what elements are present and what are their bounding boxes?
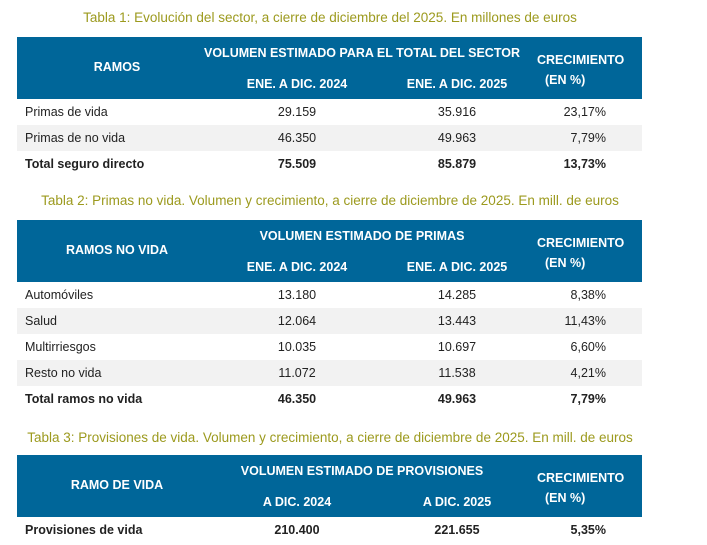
header-ramo: RAMOS NO VIDA bbox=[65, 243, 169, 257]
table-row: Primas de no vida 46.350 49.963 7,79% bbox=[17, 125, 642, 151]
header-crecimiento-label: CRECIMIENTO bbox=[537, 471, 625, 485]
row-label: Total seguro directo bbox=[25, 157, 145, 171]
value-year-1: 46.350 bbox=[277, 392, 317, 406]
growth-value: 5,35% bbox=[570, 523, 606, 537]
value-year-1: 210.400 bbox=[274, 523, 320, 537]
header-crecimiento-label: CRECIMIENTO bbox=[537, 236, 625, 250]
header-year-2: A DIC. 2025 bbox=[422, 495, 492, 509]
value-year-1: 10.035 bbox=[277, 340, 317, 354]
row-label: Primas de no vida bbox=[25, 131, 126, 145]
value-year-2: 49.963 bbox=[437, 131, 477, 145]
value-year-1: 29.159 bbox=[277, 105, 317, 119]
value-year-1: 13.180 bbox=[277, 288, 317, 302]
table-title: Tabla 1: Evolución del sector, a cierre … bbox=[83, 10, 577, 25]
row-label: Primas de vida bbox=[25, 105, 108, 119]
data-table: RAMOS NO VIDA VOLUMEN ESTIMADO DE PRIMAS E… bbox=[17, 220, 642, 412]
value-year-2: 85.879 bbox=[437, 157, 477, 171]
value-year-1: 11.072 bbox=[278, 366, 316, 380]
value-year-2: 14.285 bbox=[437, 288, 477, 302]
header-crecimiento: CRECIMIENTO (EN %) bbox=[537, 233, 624, 273]
table-row: Salud 12.064 13.443 11,43% bbox=[17, 308, 642, 334]
value-year-2: 13.443 bbox=[437, 314, 477, 328]
value-year-2: 35.916 bbox=[437, 105, 477, 119]
header-year-1: ENE. A DIC. 2024 bbox=[246, 77, 348, 91]
table-row: Resto no vida 11.072 11.538 4,21% bbox=[17, 360, 642, 386]
table-row: Automóviles 13.180 14.285 8,38% bbox=[17, 282, 642, 308]
header-volumen: VOLUMEN ESTIMADO DE PRIMAS bbox=[259, 229, 465, 243]
table-row: Multirriesgos 10.035 10.697 6,60% bbox=[17, 334, 642, 360]
row-label: Automóviles bbox=[25, 288, 94, 302]
header-ramo: RAMO DE VIDA bbox=[70, 478, 164, 492]
data-table: RAMOS VOLUMEN ESTIMADO PARA EL TOTAL DEL … bbox=[17, 37, 642, 177]
table-header: RAMO DE VIDA VOLUMEN ESTIMADO DE PROVISIO… bbox=[17, 455, 642, 517]
growth-value: 11,43% bbox=[564, 314, 606, 328]
header-year-1: A DIC. 2024 bbox=[262, 495, 332, 509]
header-volumen: VOLUMEN ESTIMADO DE PROVISIONES bbox=[240, 464, 484, 478]
header-volumen: VOLUMEN ESTIMADO PARA EL TOTAL DEL SECTO… bbox=[204, 46, 520, 60]
data-table: RAMO DE VIDA VOLUMEN ESTIMADO DE PROVISIO… bbox=[17, 455, 642, 543]
growth-value: 23,17% bbox=[563, 105, 606, 119]
table-row: Total ramos no vida 46.350 49.963 7,79% bbox=[17, 386, 642, 412]
header-crecimiento-unit: (EN %) bbox=[545, 256, 586, 270]
growth-value: 8,38% bbox=[570, 288, 606, 302]
header-crecimiento-unit: (EN %) bbox=[545, 73, 586, 87]
table-row: Primas de vida 29.159 35.916 23,17% bbox=[17, 99, 642, 125]
value-year-2: 49.963 bbox=[437, 392, 477, 406]
row-label: Provisiones de vida bbox=[25, 523, 143, 537]
table-title: Tabla 3: Provisiones de vida. Volumen y … bbox=[27, 430, 633, 445]
header-year-2: ENE. A DIC. 2025 bbox=[406, 77, 508, 91]
value-year-1: 75.509 bbox=[277, 157, 317, 171]
row-label: Resto no vida bbox=[25, 366, 102, 380]
header-year-1: ENE. A DIC. 2024 bbox=[246, 260, 348, 274]
header-ramo: RAMOS bbox=[93, 60, 141, 74]
header-crecimiento: CRECIMIENTO (EN %) bbox=[537, 50, 624, 90]
header-crecimiento-unit: (EN %) bbox=[545, 491, 586, 505]
growth-value: 4,21% bbox=[570, 366, 606, 380]
row-label: Salud bbox=[25, 314, 57, 328]
table-header: RAMOS VOLUMEN ESTIMADO PARA EL TOTAL DEL … bbox=[17, 37, 642, 99]
table-title: Tabla 2: Primas no vida. Volumen y creci… bbox=[41, 193, 619, 208]
value-year-2: 11.538 bbox=[438, 366, 476, 380]
row-label: Total ramos no vida bbox=[25, 392, 143, 406]
value-year-2: 10.697 bbox=[437, 340, 477, 354]
header-year-2: ENE. A DIC. 2025 bbox=[406, 260, 508, 274]
table-header: RAMOS NO VIDA VOLUMEN ESTIMADO DE PRIMAS E… bbox=[17, 220, 642, 282]
header-crecimiento-label: CRECIMIENTO bbox=[537, 53, 625, 67]
header-crecimiento: CRECIMIENTO (EN %) bbox=[537, 468, 624, 508]
table-row: Provisiones de vida 210.400 221.655 5,35% bbox=[17, 517, 642, 543]
value-year-1: 12.064 bbox=[277, 314, 317, 328]
value-year-1: 46.350 bbox=[277, 131, 317, 145]
value-year-2: 221.655 bbox=[434, 523, 480, 537]
growth-value: 6,60% bbox=[570, 340, 606, 354]
row-label: Multirriesgos bbox=[25, 340, 96, 354]
growth-value: 7,79% bbox=[570, 131, 606, 145]
growth-value: 7,79% bbox=[570, 392, 606, 406]
table-row: Total seguro directo 75.509 85.879 13,73% bbox=[17, 151, 642, 177]
growth-value: 13,73% bbox=[563, 157, 606, 171]
